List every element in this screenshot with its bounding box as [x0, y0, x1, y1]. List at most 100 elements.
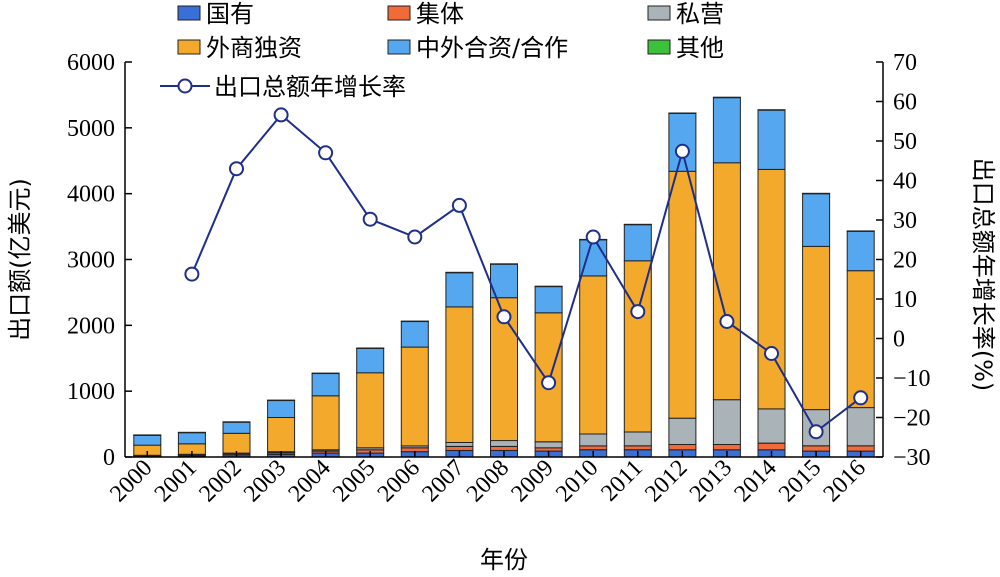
x-tick-label-2005: 2005 — [328, 455, 380, 507]
bar-2016-s3 — [846, 270, 875, 409]
y2-axis-title: 出口总额年增长率(%) — [969, 158, 997, 392]
bar-2015-s5 — [802, 192, 831, 195]
y2-tick-label-4: 10 — [893, 287, 917, 313]
bar-2003-s5 — [267, 399, 296, 402]
bar-2001-s5 — [177, 431, 206, 434]
bar-2014-s2 — [757, 408, 786, 444]
bar-2006-s5 — [400, 320, 429, 323]
bar-2013-s3 — [712, 162, 741, 401]
y2-tick-label-2: −10 — [893, 366, 931, 392]
y-tick-label-4: 4000 — [67, 182, 115, 208]
bar-2014-s3 — [757, 168, 786, 410]
bar-2006-s3 — [400, 346, 429, 447]
bar-2009-s5 — [534, 285, 563, 288]
bar-2002-s5 — [222, 421, 251, 423]
legend-label-5: 其他 — [676, 34, 724, 62]
x-tick-label-2001: 2001 — [150, 455, 202, 507]
bar-2011-s4 — [623, 224, 652, 262]
legend-swatch-5 — [647, 39, 671, 55]
legend-label-4: 中外合资/合作 — [416, 34, 568, 62]
bar-2016-s5 — [846, 230, 875, 232]
bar-2003-s3 — [267, 417, 296, 453]
bar-2015-s3 — [802, 245, 831, 411]
bar-2013-s4 — [712, 97, 741, 164]
growth-point-2015 — [808, 424, 824, 440]
x-tick-label-2014: 2014 — [729, 455, 781, 507]
y2-tick-label-0: −30 — [893, 445, 931, 471]
bar-2016-s4 — [846, 230, 875, 272]
x-axis-title: 年份 — [480, 546, 528, 574]
bar-2008-s1 — [490, 446, 518, 451]
bar-2005-s4 — [356, 347, 385, 374]
growth-point-2016 — [853, 390, 869, 406]
y2-tick-label-3: 0 — [893, 327, 905, 353]
bar-2009-s2 — [534, 441, 563, 449]
legend-swatch-0 — [177, 5, 201, 21]
growth-point-2007 — [451, 197, 467, 213]
bar-2008-s2 — [490, 440, 518, 447]
bar-2012-s4 — [668, 112, 697, 172]
bar-2016-s2 — [846, 407, 875, 447]
y2-tick-label-6: 30 — [893, 208, 917, 234]
y2-tick-label-9: 60 — [893, 90, 917, 116]
y2-tick-label-10: 70 — [893, 50, 917, 76]
y-axis-title: 出口额(亿美元) — [6, 178, 34, 341]
bar-2016-s1 — [846, 445, 875, 452]
bar-2013-s1 — [712, 444, 741, 451]
bar-2000-s5 — [133, 434, 162, 436]
growth-point-2004 — [318, 145, 334, 161]
x-tick-label-2009: 2009 — [507, 455, 559, 507]
bar-2007-s5 — [445, 271, 474, 274]
legend-line-marker — [177, 78, 193, 94]
bar-2011-s3 — [623, 260, 652, 433]
growth-point-2013 — [719, 314, 735, 329]
y-tick-label-2: 2000 — [67, 313, 115, 339]
bar-2008-s5 — [490, 263, 518, 265]
x-tick-label-2013: 2013 — [685, 455, 737, 507]
y2-tick-label-5: 20 — [893, 248, 917, 274]
growth-point-2005 — [362, 211, 378, 227]
legend-swatch-4 — [387, 39, 411, 55]
bar-2003-s4 — [267, 399, 296, 418]
y-tick-label-1: 1000 — [67, 379, 115, 405]
bar-2011-s1 — [623, 445, 652, 451]
growth-point-2010 — [585, 229, 601, 245]
bar-2001-s4 — [177, 432, 206, 445]
x-tick-label-2010: 2010 — [551, 455, 603, 507]
y2-tick-label-8: 50 — [893, 129, 917, 155]
bar-2010-s2 — [579, 433, 608, 447]
y-tick-label-0: 0 — [103, 445, 115, 471]
legend-label-0: 国有 — [206, 0, 254, 28]
bar-2015-s1 — [802, 445, 831, 452]
y2-tick-label-7: 40 — [893, 169, 917, 195]
legend-swatch-2 — [647, 5, 671, 21]
legend-label-3: 外商独资 — [206, 34, 302, 62]
y-tick-label-3: 3000 — [67, 248, 115, 274]
bar-2012-s3 — [668, 170, 697, 419]
bar-2014-s4 — [757, 109, 786, 170]
y2-tick-label-1: −20 — [893, 406, 931, 432]
bar-2011-s2 — [623, 431, 652, 447]
growth-point-2012 — [674, 143, 690, 159]
bar-2007-s4 — [445, 272, 474, 308]
y-tick-label-5: 5000 — [67, 116, 115, 142]
x-tick-label-2002: 2002 — [194, 455, 246, 507]
bar-2012-s2 — [668, 417, 697, 446]
x-tick-label-2008: 2008 — [462, 455, 514, 507]
x-tick-label-2007: 2007 — [417, 455, 469, 507]
x-tick-label-2011: 2011 — [596, 455, 648, 507]
bar-2006-s4 — [400, 320, 429, 348]
y-tick-label-6: 6000 — [67, 50, 115, 76]
bar-2004-s3 — [311, 395, 340, 451]
growth-point-2014 — [764, 346, 779, 361]
bar-2015-s4 — [802, 193, 831, 247]
bar-2004-s4 — [311, 372, 340, 397]
bar-2010-s3 — [579, 275, 608, 435]
x-tick-label-2006: 2006 — [373, 455, 425, 507]
bar-2007-s1 — [445, 446, 474, 451]
bar-2000-s4 — [133, 434, 162, 446]
growth-point-2011 — [630, 304, 646, 320]
bar-2004-s5 — [311, 372, 340, 375]
x-tick-label-2004: 2004 — [284, 455, 336, 507]
